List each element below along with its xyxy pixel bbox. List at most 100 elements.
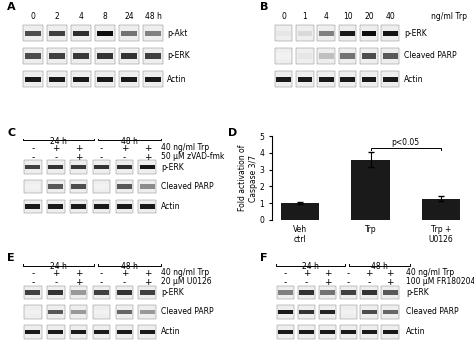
Bar [73, 31, 89, 36]
Text: +: + [75, 269, 82, 278]
Bar [382, 48, 399, 64]
Bar [47, 25, 67, 41]
Text: Actin: Actin [167, 75, 187, 84]
Text: -: - [347, 269, 350, 278]
Bar [94, 184, 109, 189]
Bar [23, 25, 43, 41]
Text: -: - [31, 153, 35, 162]
Bar [24, 200, 42, 213]
Bar [360, 325, 378, 339]
Text: 4: 4 [79, 12, 83, 21]
Text: Cleaved PARP: Cleaved PARP [406, 307, 459, 316]
Bar [138, 200, 156, 213]
Bar [143, 25, 163, 41]
Text: +: + [52, 269, 59, 278]
Bar [116, 325, 133, 339]
Bar [71, 290, 86, 295]
Bar [298, 31, 312, 36]
Bar [73, 53, 89, 59]
Bar [94, 165, 109, 169]
Bar [71, 71, 91, 87]
Bar [92, 200, 110, 213]
Text: +: + [303, 269, 310, 278]
Text: A: A [7, 2, 16, 12]
Bar [383, 310, 398, 314]
Bar [421, 199, 460, 220]
Bar [92, 325, 110, 339]
Bar [360, 48, 378, 64]
Bar [140, 310, 155, 314]
Bar [25, 77, 41, 82]
Bar [26, 165, 40, 169]
Bar [117, 290, 132, 295]
Bar [117, 310, 132, 314]
Text: 24 h: 24 h [50, 262, 67, 272]
Bar [97, 53, 113, 59]
Text: -: - [54, 278, 57, 287]
Text: -: - [284, 278, 287, 287]
Bar [339, 325, 357, 339]
Text: +: + [144, 269, 151, 278]
Bar [117, 184, 132, 189]
Text: -: - [305, 278, 308, 287]
Bar [145, 31, 161, 36]
Bar [360, 286, 378, 299]
Text: Actin: Actin [404, 75, 424, 84]
Text: -: - [31, 278, 35, 287]
Bar [276, 53, 291, 59]
Text: -: - [54, 153, 57, 162]
Bar [319, 31, 334, 36]
Bar [95, 48, 115, 64]
Bar [296, 48, 314, 64]
Bar [24, 180, 42, 193]
Bar [320, 290, 335, 295]
Text: +: + [386, 269, 394, 278]
Text: 48 h: 48 h [121, 137, 138, 146]
Text: 40 ng/ml Trp: 40 ng/ml Trp [406, 268, 454, 277]
Bar [48, 310, 63, 314]
Text: p-ERK: p-ERK [404, 29, 427, 38]
Text: +: + [144, 144, 151, 153]
Bar [360, 305, 378, 319]
Bar [117, 330, 132, 334]
Bar [278, 330, 293, 334]
Text: +: + [144, 278, 151, 287]
Bar [339, 305, 357, 319]
Bar [49, 31, 65, 36]
Bar [362, 53, 376, 59]
Bar [339, 48, 356, 64]
Bar [119, 48, 139, 64]
Bar [318, 48, 335, 64]
Bar [71, 204, 86, 209]
Text: 50 μM zVAD-fmk: 50 μM zVAD-fmk [161, 152, 225, 161]
Bar [382, 305, 399, 319]
Text: -: - [100, 153, 103, 162]
Text: +: + [144, 153, 151, 162]
Bar [26, 184, 40, 189]
Text: +: + [121, 144, 128, 153]
Bar [116, 200, 133, 213]
Text: 4: 4 [324, 12, 328, 21]
Bar [351, 159, 390, 220]
Bar [145, 53, 161, 59]
Bar [94, 204, 109, 209]
Bar [94, 330, 109, 334]
Text: Cleaved PARP: Cleaved PARP [161, 307, 214, 316]
Text: p-ERK: p-ERK [161, 163, 184, 172]
Bar [73, 77, 89, 82]
Bar [23, 71, 43, 87]
Bar [70, 161, 88, 174]
Bar [281, 203, 319, 220]
Text: F: F [260, 253, 267, 263]
Bar [276, 31, 291, 36]
Bar [340, 53, 355, 59]
Bar [47, 71, 67, 87]
Bar [25, 53, 41, 59]
Y-axis label: Fold activation of
Caspase 3/7: Fold activation of Caspase 3/7 [238, 145, 258, 211]
Bar [277, 286, 294, 299]
Bar [70, 180, 88, 193]
Bar [71, 25, 91, 41]
Bar [275, 48, 292, 64]
Bar [360, 25, 378, 41]
Bar [382, 71, 399, 87]
